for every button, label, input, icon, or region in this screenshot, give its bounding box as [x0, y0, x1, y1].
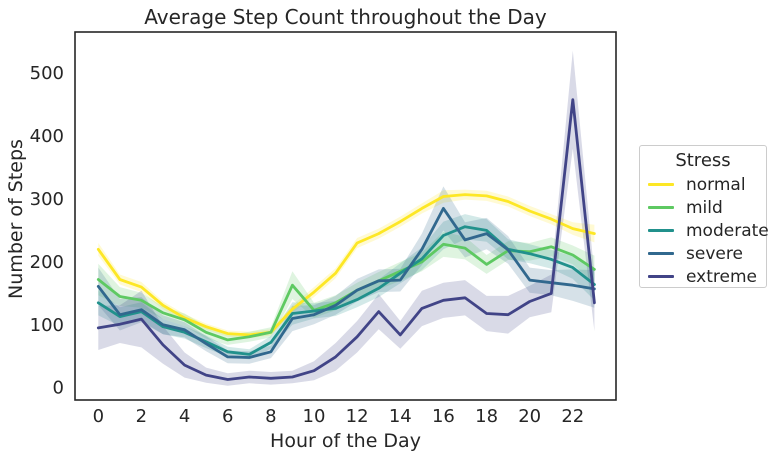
legend-entry-normal: normal	[640, 173, 766, 196]
x-tick-label: 20	[518, 406, 541, 427]
y-tick-label: 300	[30, 189, 64, 210]
legend-entry-extreme: extreme	[640, 265, 766, 288]
legend-entry-severe: severe	[640, 242, 766, 265]
y-tick-label: 500	[30, 63, 64, 84]
legend-label: moderate	[686, 220, 769, 241]
x-tick-label: 18	[475, 406, 498, 427]
x-tick-label: 16	[432, 406, 455, 427]
legend-title: Stress	[675, 150, 731, 171]
legend-label: normal	[686, 174, 746, 195]
legend-line-swatch	[648, 183, 674, 186]
legend-entries: normal mild moderate severe extreme	[640, 173, 769, 288]
ci-band-mild	[98, 231, 595, 345]
y-tick-label: 0	[53, 378, 64, 399]
x-tick-label: 2	[136, 406, 147, 427]
legend-entry-mild: mild	[640, 196, 766, 219]
legend: Stress normal mild moderate severe extreme	[639, 145, 769, 288]
x-tick-label: 12	[346, 406, 369, 427]
x-tick-label: 8	[265, 406, 276, 427]
x-tick-label: 14	[389, 406, 412, 427]
x-tick-label: 0	[93, 406, 104, 427]
line-normal	[96, 193, 596, 337]
x-tick-label: 6	[222, 406, 233, 427]
y-tick-label: 400	[30, 126, 64, 147]
line-moderate	[96, 225, 596, 356]
legend-label: severe	[686, 243, 743, 264]
y-tick-label: 200	[30, 252, 64, 273]
line-severe	[96, 206, 596, 359]
x-tick-label: 22	[561, 406, 584, 427]
x-tick-label: 10	[303, 406, 326, 427]
line-extreme	[96, 98, 596, 381]
y-tick-label: 100	[30, 315, 64, 336]
legend-line-swatch	[648, 252, 674, 255]
axes-spines	[74, 31, 617, 401]
legend-label: mild	[686, 197, 723, 218]
legend-line-swatch	[648, 206, 674, 209]
legend-line-swatch	[648, 275, 674, 278]
legend-entry-moderate: moderate	[640, 219, 769, 242]
legend-line-swatch	[648, 229, 674, 232]
ci-band-severe	[98, 186, 595, 364]
x-tick-label: 4	[179, 406, 190, 427]
chart-title: Average Step Count throughout the Day	[144, 5, 547, 29]
x-axis-label: Hour of the Day	[270, 430, 421, 452]
y-axis-label: Number of Steps	[5, 139, 27, 299]
legend-label: extreme	[686, 266, 757, 287]
